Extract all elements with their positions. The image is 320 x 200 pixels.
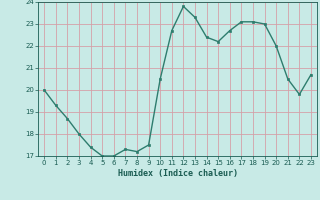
X-axis label: Humidex (Indice chaleur): Humidex (Indice chaleur) <box>118 169 238 178</box>
